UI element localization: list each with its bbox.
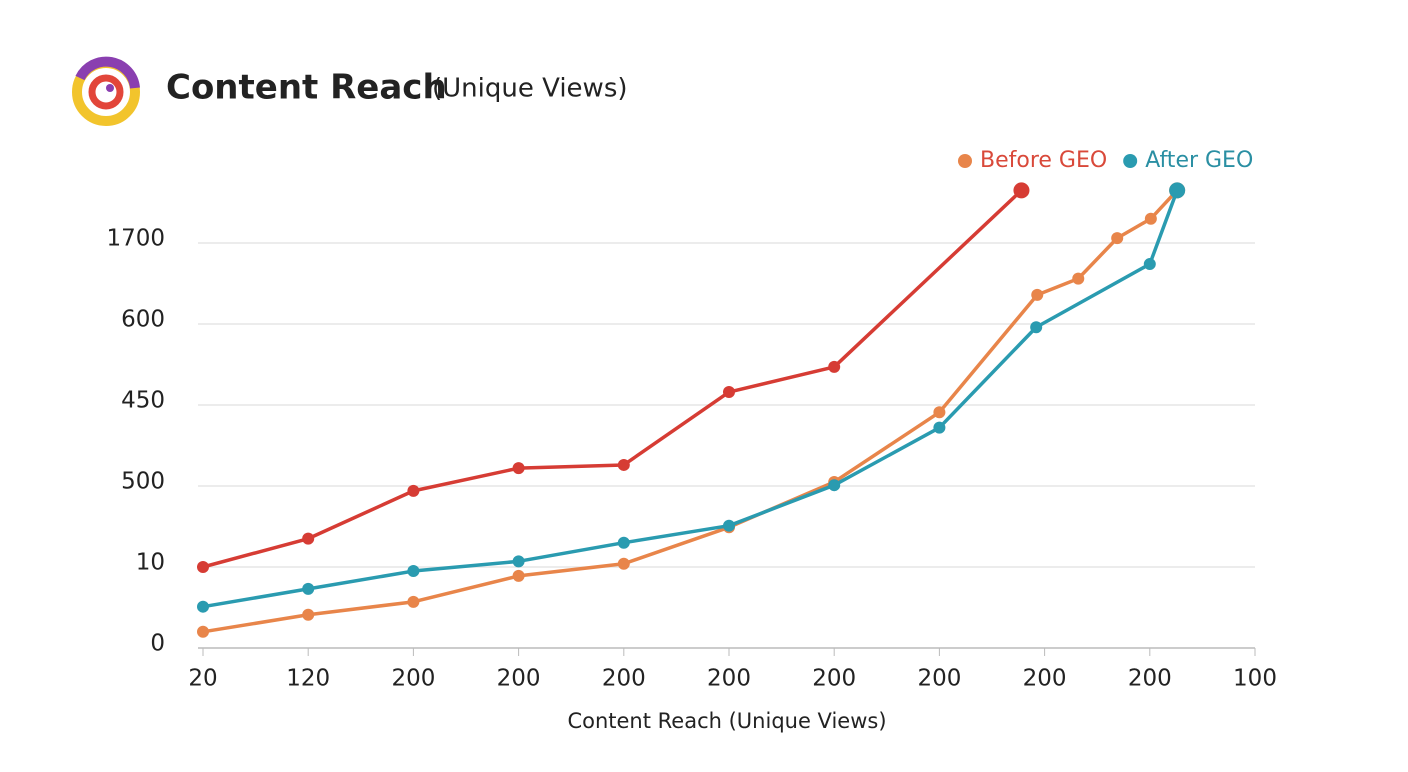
chart-title: Content Reach xyxy=(166,68,447,108)
y-tick-label: 1700 xyxy=(106,226,165,252)
point xyxy=(933,406,946,419)
point xyxy=(407,595,420,608)
x-tick-label: 200 xyxy=(1023,666,1067,692)
x-tick-label: 200 xyxy=(497,666,541,692)
point xyxy=(723,386,735,399)
y-tick-label: 600 xyxy=(121,307,165,333)
point xyxy=(1031,288,1044,301)
point xyxy=(302,582,315,595)
chart-subtitle: (Unique Views) xyxy=(432,74,628,104)
point xyxy=(197,561,209,573)
x-tick-label: 120 xyxy=(286,666,330,692)
point xyxy=(197,600,209,613)
x-tick-label: 200 xyxy=(707,666,751,692)
point xyxy=(617,458,630,471)
point xyxy=(512,462,525,475)
point xyxy=(512,569,525,582)
y-tick-label: 500 xyxy=(121,469,165,495)
x-axis-label: Content Reach (Unique Views) xyxy=(567,709,886,733)
y-tick-label: 450 xyxy=(121,388,165,414)
point xyxy=(302,532,315,545)
point xyxy=(1072,272,1085,285)
point xyxy=(1169,182,1186,199)
x-tick-label: 20 xyxy=(188,666,217,692)
logo xyxy=(72,56,140,126)
point xyxy=(723,519,735,532)
y-tick-label: 0 xyxy=(150,631,165,657)
point xyxy=(407,484,420,497)
point xyxy=(197,625,209,638)
point xyxy=(1111,232,1124,245)
legend-marker xyxy=(958,154,972,168)
point xyxy=(407,565,420,578)
line xyxy=(202,189,1179,634)
x-tick-label: 200 xyxy=(391,666,435,692)
point xyxy=(828,360,841,373)
point xyxy=(512,555,525,568)
x-tick-label: 100 xyxy=(1233,666,1277,692)
point xyxy=(617,536,630,549)
point xyxy=(617,557,630,570)
legend-label: Before GEO xyxy=(980,148,1107,173)
point xyxy=(302,608,315,621)
x-tick-label: 200 xyxy=(602,666,646,692)
point xyxy=(1013,182,1030,199)
x-tick-label: 200 xyxy=(917,666,961,692)
point xyxy=(828,479,841,492)
legend-label: After GEO xyxy=(1145,148,1253,173)
y-tick-label: 10 xyxy=(136,550,165,576)
point xyxy=(933,421,946,434)
legend-marker xyxy=(1123,154,1138,168)
point xyxy=(1143,258,1156,271)
line xyxy=(202,189,1179,609)
x-tick-label: 200 xyxy=(812,666,856,692)
point xyxy=(1144,212,1157,225)
x-tick-label: 200 xyxy=(1128,666,1172,692)
point xyxy=(1030,321,1043,334)
line xyxy=(202,189,1023,569)
